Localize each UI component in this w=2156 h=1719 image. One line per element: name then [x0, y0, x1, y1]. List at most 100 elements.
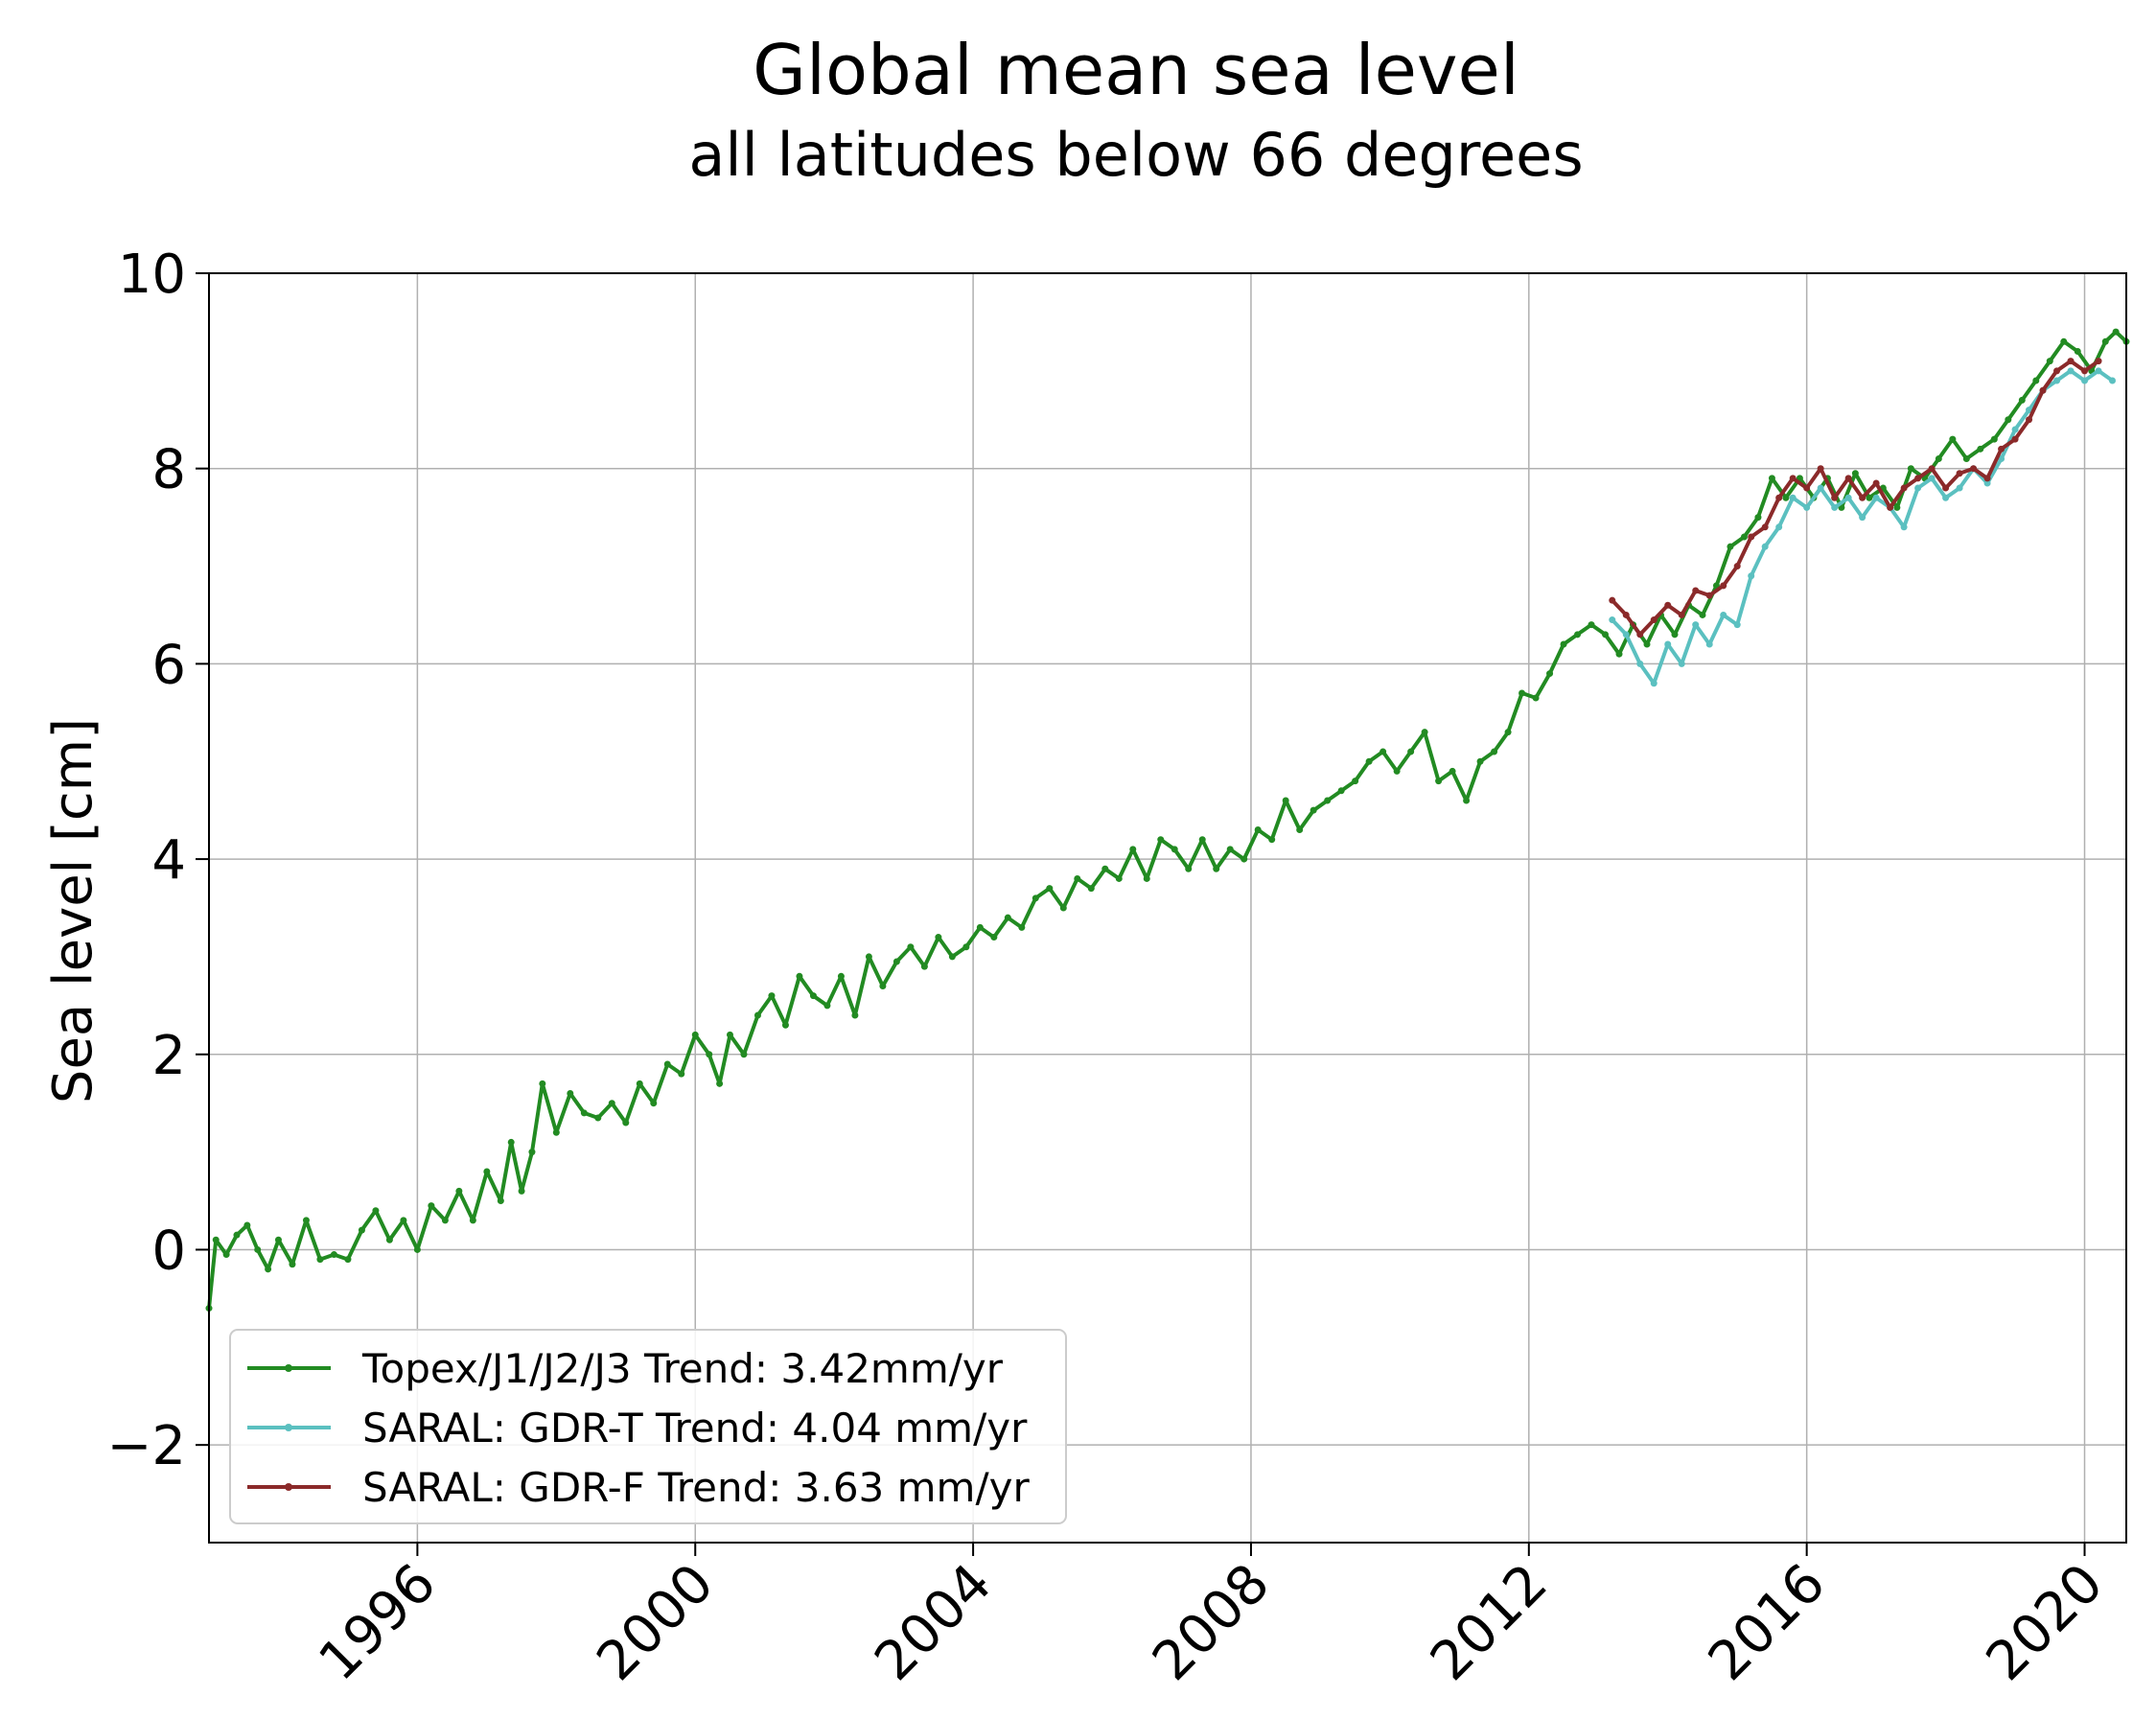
- series-1-point: [2032, 377, 2040, 384]
- series-1-point: [1435, 778, 1443, 785]
- y-tick-label: 4: [151, 829, 186, 892]
- series-line-3: [1610, 359, 2100, 637]
- series-1-point: [851, 1011, 859, 1019]
- series-1-point: [1074, 874, 1081, 882]
- series-1-point: [428, 1202, 435, 1210]
- series-3-point: [1998, 445, 2005, 453]
- series-1-point: [344, 1256, 352, 1264]
- series-3-point: [1705, 592, 1713, 599]
- series-1-point: [1546, 670, 1554, 678]
- series-3-point: [1817, 465, 1824, 473]
- series-1-point: [1254, 826, 1262, 834]
- series-1-point: [1101, 865, 1109, 872]
- series-1-point: [823, 1002, 831, 1010]
- series-2-point: [1692, 621, 1700, 629]
- series-2-point: [2081, 377, 2089, 384]
- series-1-point: [1407, 748, 1415, 755]
- series-1-point: [1518, 689, 1526, 697]
- series-1-point: [302, 1217, 310, 1224]
- series-2-point: [1609, 616, 1616, 624]
- series-1-point: [726, 1031, 733, 1038]
- series-2-point: [1720, 611, 1727, 618]
- series-1-point: [990, 934, 998, 941]
- series-1-point: [1157, 836, 1165, 844]
- series-3-point: [1928, 465, 1936, 473]
- series-1-point: [1059, 904, 1067, 912]
- series-2-point: [1664, 640, 1672, 648]
- series-3-point: [1664, 601, 1672, 609]
- series-1-point: [796, 972, 803, 980]
- legend-label-2: SARAL: GDR-T Trend: 4.04 mm/yr: [362, 1405, 1028, 1452]
- series-1-point: [469, 1217, 476, 1224]
- series-1-point: [518, 1187, 525, 1195]
- series-1-point: [622, 1119, 630, 1127]
- series-1-point: [920, 963, 928, 970]
- series-3-point: [1692, 587, 1700, 594]
- series-2-point: [2053, 377, 2061, 384]
- series-1-point: [781, 1021, 789, 1029]
- series-1-point: [2074, 347, 2081, 355]
- series-2-point: [2067, 367, 2075, 375]
- series-2-point: [2026, 407, 2033, 414]
- series-2-point: [1872, 494, 1880, 501]
- series-1-point: [1046, 885, 1054, 893]
- series-1-point: [1365, 757, 1373, 765]
- plot-frame: [208, 272, 2127, 1544]
- series-1-point: [330, 1251, 337, 1259]
- series-3-point: [2039, 386, 2047, 394]
- chart-subtitle: all latitudes below 66 degrees: [688, 120, 1583, 190]
- series-2-point: [1998, 455, 2005, 463]
- series-1-point: [935, 934, 942, 941]
- series-1-point: [1268, 836, 1276, 844]
- series-1-point: [1476, 757, 1484, 765]
- series-1-point: [1087, 885, 1095, 893]
- series-1-point: [636, 1080, 643, 1087]
- series-1-point: [1115, 874, 1123, 882]
- series-3-point: [1622, 611, 1630, 618]
- series-1-point: [1893, 503, 1901, 511]
- series-3-point: [1956, 470, 1963, 477]
- series-1-point: [1768, 475, 1775, 482]
- series-1-point: [552, 1128, 560, 1136]
- series-1-point: [1935, 455, 1942, 463]
- series-1-point: [962, 943, 970, 951]
- series-3-point: [1761, 523, 1769, 531]
- series-1-point: [907, 943, 915, 951]
- series-1-point: [1602, 631, 1610, 639]
- series-1-point: [372, 1207, 380, 1215]
- series-3-point: [1942, 484, 1950, 492]
- series-1-point: [2005, 416, 2012, 424]
- series-1-point: [1226, 846, 1234, 853]
- series-1-point: [1449, 767, 1456, 775]
- series-1-point: [316, 1256, 324, 1264]
- series-1-point: [948, 953, 956, 961]
- series-layer: [205, 328, 2130, 1312]
- series-1-point: [1907, 465, 1914, 473]
- series-1-point: [528, 1149, 536, 1156]
- series-2-point: [1761, 543, 1769, 550]
- series-2-point: [1733, 621, 1741, 629]
- series-1-point: [1240, 855, 1248, 863]
- series-1-point: [1421, 729, 1428, 736]
- series-1-point: [1560, 640, 1567, 648]
- series-1-point: [2018, 396, 2026, 404]
- series-1-point: [455, 1187, 463, 1195]
- series-1-point: [1643, 640, 1651, 648]
- series-2-point: [1928, 475, 1936, 482]
- series-1-point: [1782, 494, 1790, 501]
- y-tick-label: 10: [118, 244, 186, 306]
- series-3-point: [1887, 503, 1894, 511]
- series-1-point: [1171, 846, 1178, 853]
- series-3-point: [2081, 367, 2089, 375]
- series-3-point: [1803, 484, 1811, 492]
- series-1-point: [893, 958, 900, 965]
- series-1-point: [243, 1221, 251, 1229]
- y-tick-label: −2: [106, 1415, 186, 1477]
- legend-marker-2: [285, 1424, 292, 1431]
- series-1-point: [483, 1168, 491, 1175]
- series-1-point: [650, 1100, 658, 1107]
- series-1-point: [212, 1236, 220, 1243]
- series-2-point: [1636, 660, 1644, 667]
- series-1-point: [706, 1051, 713, 1058]
